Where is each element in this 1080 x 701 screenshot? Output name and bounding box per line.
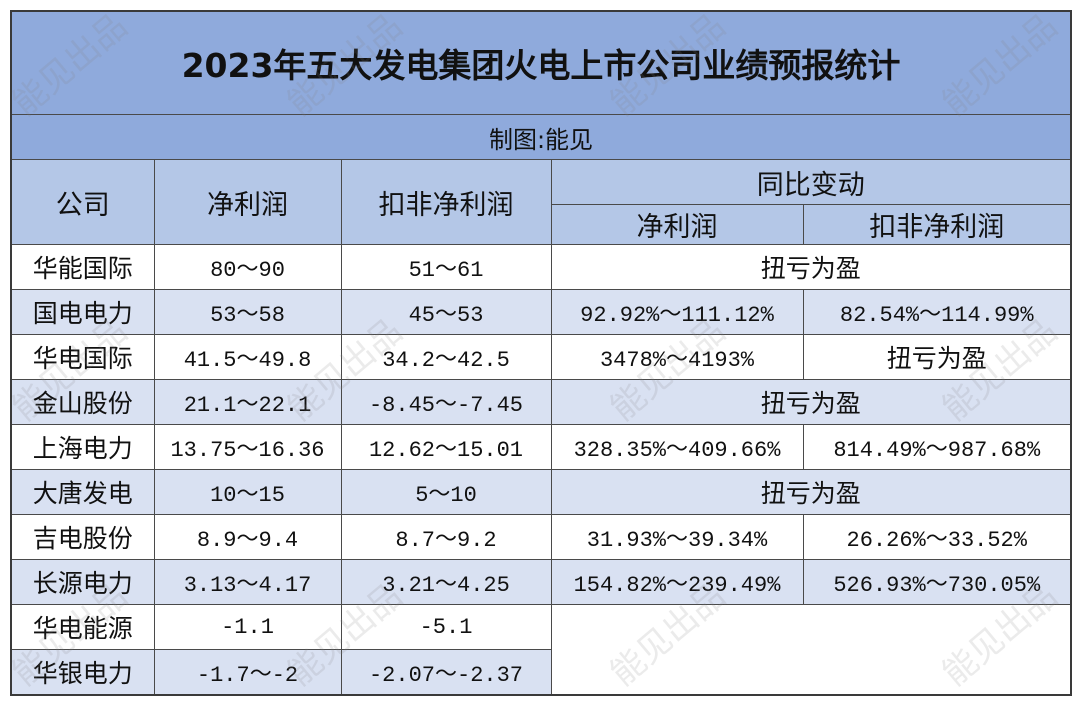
header-yoy-deducted-net-profit: 扣非净利润 [802, 204, 1072, 245]
net-profit-cell: 80～90 [153, 244, 342, 290]
company-name-cell: 华银电力 [10, 649, 155, 696]
yoy-deducted-net-profit-cell: 26.26%～33.52% [802, 514, 1072, 560]
deducted-net-profit-cell: 12.62～15.01 [340, 424, 552, 470]
deducted-net-profit-cell: 5～10 [340, 469, 552, 515]
net-profit-cell: -1.1 [153, 604, 342, 650]
company-name-cell: 上海电力 [10, 424, 155, 470]
yoy-change-merged-cell: 扭亏为盈 [550, 469, 1072, 515]
table-subtitle: 制图:能见 [10, 114, 1072, 160]
deducted-net-profit-cell: 8.7～9.2 [340, 514, 552, 560]
header-yoy-net-profit: 净利润 [550, 204, 804, 245]
company-name-cell: 长源电力 [10, 559, 155, 605]
table-title: 2023年五大发电集团火电上市公司业绩预报统计 [10, 10, 1072, 115]
yoy-net-profit-cell: 31.93%～39.34% [550, 514, 804, 560]
table-row: 大唐发电 10～15 5～10 扭亏为盈 [10, 469, 1072, 515]
net-profit-cell: 3.13～4.17 [153, 559, 342, 605]
title-row: 2023年五大发电集团火电上市公司业绩预报统计 [10, 10, 1072, 115]
deducted-net-profit-cell: 34.2～42.5 [340, 334, 552, 380]
table-row: 华银电力 -1.7～-2 -2.07～-2.37 [10, 649, 1071, 696]
table-row: 长源电力 3.13～4.17 3.21～4.25 154.82%～239.49% 526… [10, 559, 1072, 605]
column-header-row: 公司 净利润 扣非净利润 同比变动 [10, 159, 1072, 245]
column-subheader-row: 净利润 扣非净利润 [11, 204, 1072, 245]
header-net-profit: 净利润 [153, 159, 342, 245]
net-profit-cell: 21.1～22.1 [153, 379, 342, 425]
deducted-net-profit-cell: 45～53 [340, 289, 552, 335]
header-company: 公司 [10, 159, 155, 245]
yoy-net-profit-cell: 92.92%～111.12% [550, 289, 804, 335]
net-profit-cell: 13.75～16.36 [153, 424, 342, 470]
yoy-change-merged-cell: 扭亏为盈 [550, 244, 1072, 290]
table-row: 金山股份 21.1～22.1 -8.45～-7.45 扭亏为盈 [10, 379, 1072, 425]
deducted-net-profit-cell: -8.45～-7.45 [340, 379, 552, 425]
net-profit-cell: 53～58 [153, 289, 342, 335]
subtitle-row: 制图:能见 [10, 114, 1072, 160]
yoy-deducted-net-profit-cell: 扭亏为盈 [802, 334, 1072, 380]
yoy-deducted-net-profit-cell: 814.49%～987.68% [802, 424, 1072, 470]
yoy-deducted-net-profit-cell: 526.93%～730.05% [802, 559, 1072, 605]
table-header: 2023年五大发电集团火电上市公司业绩预报统计 制图:能见 公司 净利润 扣非净… [10, 10, 1072, 245]
yoy-net-profit-cell: 328.35%～409.66% [550, 424, 804, 470]
table-row: 华电能源 -1.1 -5.1 [10, 604, 1072, 696]
yoy-deducted-net-profit-cell: 82.54%～114.99% [802, 289, 1072, 335]
net-profit-cell: 8.9～9.4 [153, 514, 342, 560]
company-name-cell: 金山股份 [10, 379, 155, 425]
company-name-cell: 华电国际 [10, 334, 155, 380]
deducted-net-profit-cell: -5.1 [340, 604, 552, 650]
net-profit-cell: 41.5～49.8 [153, 334, 342, 380]
deducted-net-profit-cell: 3.21～4.25 [340, 559, 552, 605]
company-name-cell: 国电电力 [10, 289, 155, 335]
yoy-net-profit-cell: 3478%～4193% [550, 334, 804, 380]
yoy-change-merged-cell: 扭亏为盈 [550, 379, 1072, 425]
table-row: 国电电力 53～58 45～53 92.92%～111.12% 82.54%～114.9… [10, 289, 1072, 335]
company-name-cell: 华能国际 [10, 244, 155, 290]
company-name-cell: 大唐发电 [10, 469, 155, 515]
table-row: 上海电力 13.75～16.36 12.62～15.01 328.35%～409.66… [10, 424, 1072, 470]
net-profit-cell: -1.7～-2 [153, 649, 342, 696]
table-body: 华能国际 80～90 51～61 扭亏为盈 国电电力 53～58 45～53 92.92%～1… [10, 244, 1072, 696]
company-name-cell: 华电能源 [10, 604, 155, 650]
header-deducted-net-profit: 扣非净利润 [340, 159, 552, 245]
table-row: 华能国际 80～90 51～61 扭亏为盈 [10, 244, 1072, 290]
yoy-change-empty-cell [550, 604, 1072, 696]
stats-table: 2023年五大发电集团火电上市公司业绩预报统计 制图:能见 公司 净利润 扣非净… [10, 10, 1072, 696]
deducted-net-profit-cell: 51～61 [340, 244, 552, 290]
table-row: 华电国际 41.5～49.8 34.2～42.5 3478%～4193% 扭亏为盈 [10, 334, 1072, 380]
header-yoy-change: 同比变动 [550, 159, 1072, 205]
net-profit-cell: 10～15 [153, 469, 342, 515]
yoy-net-profit-cell: 154.82%～239.49% [550, 559, 804, 605]
company-name-cell: 吉电股份 [10, 514, 155, 560]
deducted-net-profit-cell: -2.07～-2.37 [340, 649, 552, 696]
table-row: 吉电股份 8.9～9.4 8.7～9.2 31.93%～39.34% 26.26%～33… [10, 514, 1072, 560]
